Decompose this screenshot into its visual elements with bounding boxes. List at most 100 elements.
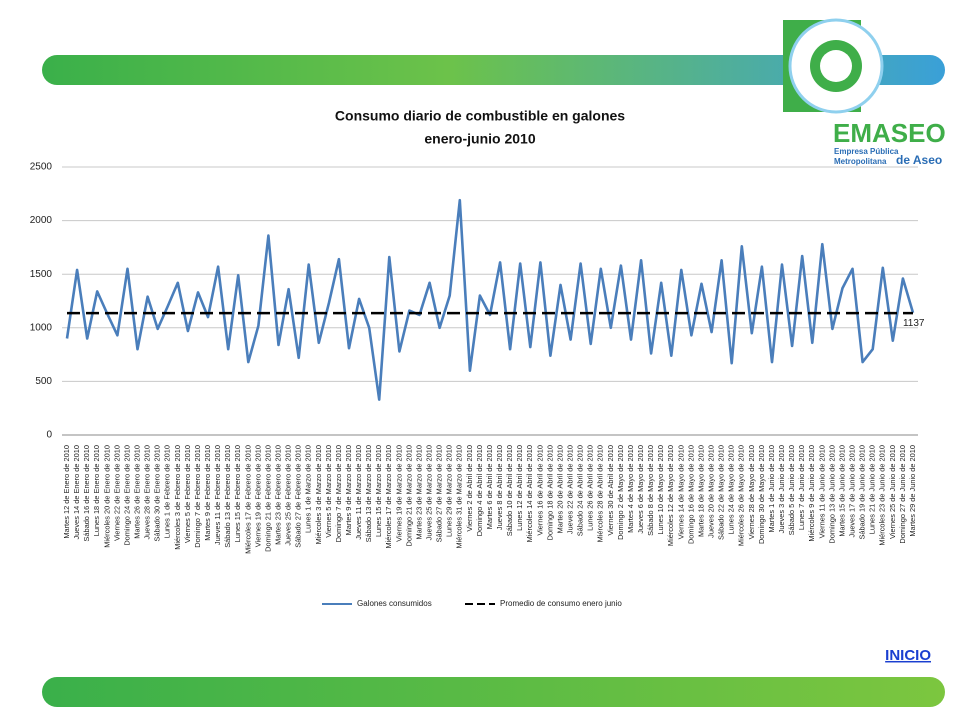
x-tick-label: Sábado 16 de Enero de 2010 xyxy=(82,445,91,542)
x-tick-label: Domingo 30 de Mayo de 2010 xyxy=(757,445,766,544)
x-tick-label: Jueves 6 de Mayo de 2010 xyxy=(636,445,645,534)
y-tick-label: 500 xyxy=(35,376,52,387)
x-tick-label: Miércoles 14 de Abril de 2010 xyxy=(525,445,534,542)
x-tick-label: Martes 20 de Abril de 2010 xyxy=(555,445,564,533)
x-tick-label: Domingo 21 de Marzo de 2010 xyxy=(404,445,413,546)
x-tick-label: Miércoles 12 de Mayo de 2010 xyxy=(666,445,675,546)
x-tick-label: Domingo 2 de Mayo de 2010 xyxy=(616,445,625,540)
x-tick-label: Lunes 10 de Mayo de 2010 xyxy=(656,445,665,535)
logo-tagline: Empresa Pública xyxy=(834,147,899,156)
x-tick-label: Sábado 30 de Enero de 2010 xyxy=(153,445,162,542)
x-tick-label: Sábado 8 de Mayo de 2010 xyxy=(646,445,655,536)
x-tick-label: Martes 1 de Junio de 2010 xyxy=(767,445,776,533)
y-tick-label: 2500 xyxy=(30,162,53,173)
x-tick-label: Sábado 19 de Junio de 2010 xyxy=(858,445,867,540)
logo-tagline: de Aseo xyxy=(896,153,942,167)
data-label: 1137 xyxy=(903,318,925,329)
x-tick-label: Lunes 21 de Junio de 2010 xyxy=(868,445,877,534)
x-tick-label: Martes 6 de Abril de 2010 xyxy=(485,445,494,529)
x-tick-label: Jueves 22 de Abril de 2010 xyxy=(566,445,575,534)
x-tick-label: Miércoles 17 de Marzo de 2010 xyxy=(384,445,393,549)
x-tick-label: Lunes 15 de Febrero de 2010 xyxy=(233,445,242,542)
x-tick-label: Viernes 25 de Junio de 2010 xyxy=(888,445,897,539)
y-tick-label: 1500 xyxy=(30,269,53,280)
x-tick-label: Jueves 11 de Febrero de 2010 xyxy=(213,445,222,545)
x-tick-label: Domingo 24 de Enero de 2010 xyxy=(122,445,131,546)
x-tick-label: Domingo 7 de Febrero de 2010 xyxy=(193,445,202,548)
x-tick-label: Lunes 7 de Junio de 2010 xyxy=(797,445,806,530)
x-tick-label: Miércoles 28 de Abril de 2010 xyxy=(596,445,605,542)
x-tick-label: Viernes 30 de Abril de 2010 xyxy=(606,445,615,536)
x-tick-label: Domingo 18 de Abril de 2010 xyxy=(545,445,554,540)
x-tick-label: Martes 9 de Marzo de 2010 xyxy=(344,445,353,535)
x-tick-label: Viernes 16 de Abril de 2010 xyxy=(535,445,544,536)
x-tick-label: Lunes 26 de Abril de 2010 xyxy=(586,445,595,531)
logo-tagline: Metropolitana xyxy=(834,157,887,166)
x-tick-label: Domingo 7 de Marzo de 2010 xyxy=(334,445,343,542)
x-tick-label: Miércoles 3 de Marzo de 2010 xyxy=(314,445,323,544)
x-tick-label: Viernes 28 de Mayo de 2010 xyxy=(747,445,756,539)
x-tick-label: Miércoles 31 de Marzo de 2010 xyxy=(455,445,464,549)
x-tick-label: Sábado 27 de Febrero de 2010 xyxy=(294,445,303,548)
x-tick-label: Miércoles 9 de Junio de 2010 xyxy=(807,445,816,542)
x-tick-label: Sábado 5 de Junio de 2010 xyxy=(787,445,796,535)
x-tick-label: Miércoles 26 de Mayo de 2010 xyxy=(737,445,746,546)
x-tick-label: Jueves 25 de Marzo de 2010 xyxy=(425,445,434,540)
x-tick-label: Lunes 24 de Mayo de 2010 xyxy=(727,445,736,535)
x-tick-label: Martes 29 de Junio de 2010 xyxy=(908,445,917,537)
x-tick-label: Domingo 4 de Abril de 2010 xyxy=(475,445,484,536)
y-tick-label: 1000 xyxy=(30,322,53,333)
logo: EMASEO Empresa Pública Metropolitana de … xyxy=(783,18,946,167)
x-tick-label: Miércoles 20 de Enero de 2010 xyxy=(102,445,111,548)
x-tick-label: Lunes 15 de Marzo de 2010 xyxy=(374,445,383,537)
x-tick-label: Martes 23 de Febrero de 2010 xyxy=(273,445,282,545)
x-tick-label: Lunes 18 de Enero de 2010 xyxy=(92,445,101,536)
x-tick-label: Jueves 14 de Enero de 2010 xyxy=(72,445,81,540)
x-tick-label: Miércoles 23 de Junio de 2010 xyxy=(878,445,887,546)
x-tick-label: Viernes 5 de Febrero de 2010 xyxy=(183,445,192,543)
x-tick-label: Miércoles 17 de Febrero de 2010 xyxy=(243,445,252,554)
logo-name: EMASEO xyxy=(833,118,946,148)
x-tick-label: Viernes 11 de Junio de 2010 xyxy=(817,445,826,538)
legend-label: Promedio de consumo enero junio xyxy=(500,599,622,608)
x-tick-label: Domingo 21 de Febrero de 2010 xyxy=(263,445,272,552)
x-tick-label: Jueves 28 de Enero de 2010 xyxy=(143,445,152,540)
bottom-banner xyxy=(42,677,945,707)
x-tick-label: Martes 18 de Mayo de 2010 xyxy=(696,445,705,537)
x-tick-label: Viernes 19 de Marzo de 2010 xyxy=(394,445,403,542)
x-tick-label: Sábado 22 de Mayo de 2010 xyxy=(717,445,726,540)
x-tick-label: Domingo 27 de Junio de 2010 xyxy=(898,445,907,544)
x-tick-label: Jueves 8 de Abril de 2010 xyxy=(495,445,504,530)
x-tick-label: Miércoles 3 de Febrero de 2010 xyxy=(173,445,182,550)
x-tick-label: Viernes 2 de Abril de 2010 xyxy=(465,445,474,532)
x-tick-label: Domingo 13 de Junio de 2010 xyxy=(827,445,836,544)
x-tick-label: Viernes 19 de Febrero de 2010 xyxy=(253,445,262,547)
x-tick-label: Jueves 3 de Junio de 2010 xyxy=(777,445,786,533)
x-tick-label: Lunes 1 de Marzo de 2010 xyxy=(304,445,313,533)
y-tick-label: 2000 xyxy=(30,215,53,226)
chart-subtitle: enero-junio 2010 xyxy=(424,131,535,147)
x-tick-label: Martes 9 de Febrero de 2010 xyxy=(203,445,212,541)
y-tick-label: 0 xyxy=(46,430,52,441)
x-tick-label: Domingo 16 de Mayo de 2010 xyxy=(686,445,695,544)
x-tick-label: Jueves 20 de Mayo de 2010 xyxy=(707,445,716,538)
x-tick-label: Sábado 13 de Febrero de 2010 xyxy=(223,445,232,548)
x-tick-label: Martes 15 de Junio de 2010 xyxy=(837,445,846,537)
x-tick-label: Lunes 29 de Marzo de 2010 xyxy=(445,445,454,537)
x-tick-label: Jueves 17 de Junio de 2010 xyxy=(847,445,856,537)
top-banner xyxy=(42,55,945,85)
x-tick-label: Viernes 5 de Marzo de 2010 xyxy=(324,445,333,538)
x-tick-label: Jueves 11 de Marzo de 2010 xyxy=(354,445,363,540)
inicio-link[interactable]: INICIO xyxy=(885,647,931,664)
x-tick-label: Lunes 1 de Febrero de 2010 xyxy=(163,445,172,538)
x-tick-label: Sábado 27 de Marzo de 2010 xyxy=(435,445,444,542)
x-tick-label: Martes 26 de Enero de 2010 xyxy=(132,445,141,539)
x-tick-label: Lunes 12 de Abril de 2010 xyxy=(515,445,524,531)
x-tick-label: Sábado 10 de Abril de 2010 xyxy=(505,445,514,536)
x-tick-label: Martes 12 de Enero de 2010 xyxy=(62,445,71,539)
x-tick-label: Viernes 14 de Mayo de 2010 xyxy=(676,445,685,539)
x-tick-label: Martes 4 de Mayo de 2010 xyxy=(626,445,635,533)
x-tick-label: Viernes 22 de Enero de 2010 xyxy=(112,445,121,541)
series-line xyxy=(65,198,915,401)
